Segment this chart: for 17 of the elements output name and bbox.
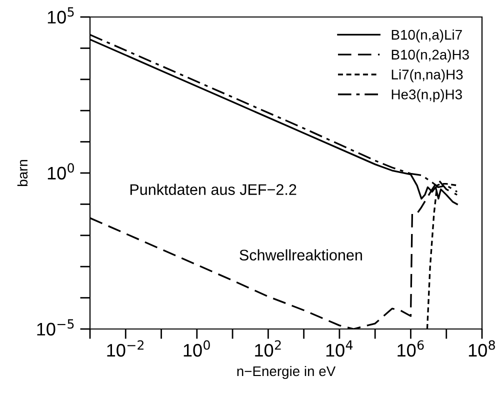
legend-label: B10(n,2a)H3 xyxy=(392,49,469,62)
x-tick-label: 10$^{0}$ xyxy=(184,340,210,357)
y-tick-label: 10$^{0}$ xyxy=(48,163,74,180)
x-tick-label: 10$^{8}$ xyxy=(468,340,495,357)
x-tick-label: 10$^{6}$ xyxy=(398,340,424,357)
x-axis-title: n−Energie in eV xyxy=(237,366,336,379)
legend-label: He3(n,p)H3 xyxy=(392,89,462,102)
legend-label: Li7(n,na)H3 xyxy=(392,69,463,82)
y-tick-label: 10$^{5}$ xyxy=(48,7,74,24)
x-tick-label: 10$^{4}$ xyxy=(326,340,353,357)
legend-label: B10(n,a)Li7 xyxy=(392,30,462,42)
y-tick-label: 10$^{−5}$ xyxy=(37,319,74,336)
x-tick-label: 10$^{−2}$ xyxy=(107,340,144,357)
annotation: Punktdaten aus JEF−2.2 xyxy=(130,184,296,195)
annotation: Schwellreaktionen xyxy=(240,249,362,261)
y-axis-title: barn xyxy=(17,160,28,186)
x-tick-label: 10$^{2}$ xyxy=(255,340,281,357)
